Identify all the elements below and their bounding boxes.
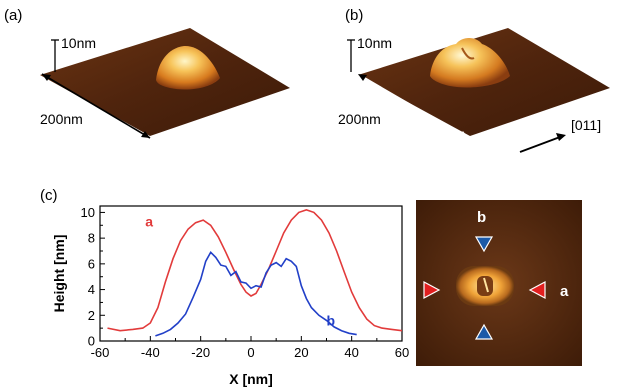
- panel-b-xy-arrowhead-start: [358, 74, 367, 81]
- inset-arrow-left: [423, 281, 441, 299]
- panel-a-zscale-label: 10nm: [61, 35, 96, 51]
- panel-a-xyscale-label: 200nm: [40, 111, 83, 127]
- panel-a-xy-arrow: [41, 73, 151, 139]
- panel-a: (a) 10nm 200nm: [4, 7, 290, 139]
- y-axis-label: Height [nm]: [51, 235, 67, 313]
- inset-label-a: a: [560, 283, 569, 300]
- panel-a-xy-arrowhead-end: [141, 131, 150, 138]
- x-tick-label: 60: [395, 345, 409, 360]
- panel-a-label: (a): [4, 7, 22, 24]
- series-label-a: a: [145, 214, 153, 230]
- x-tick-label: 0: [247, 345, 254, 360]
- panel-a-xy-arrowhead-start: [42, 74, 51, 81]
- panel-c-label: (c): [40, 187, 58, 204]
- panel-b-bump-crease: [461, 47, 475, 60]
- panel-c: (c) -60 -40 -20 0 20 40 60 0 2 4 6 8 10 X [nm] Height …: [40, 187, 409, 387]
- afm-inset: b a: [416, 200, 582, 366]
- x-tick-label: 20: [294, 345, 308, 360]
- inset-arrow-bottom: [474, 323, 494, 340]
- series-line-a: [107, 209, 403, 332]
- y-tick-label: 10: [81, 205, 95, 220]
- inset-ring-center: [477, 276, 493, 296]
- height-profile-chart: -60 -40 -20 0 20 40 60 0 2 4 6 8 10 X [nm] Height [nm]…: [51, 205, 409, 387]
- panel-a-bump: [156, 45, 220, 90]
- panel-b-zscale-label: 10nm: [357, 35, 392, 51]
- x-axis-label: X [nm]: [229, 371, 273, 387]
- inset-label-b: b: [477, 209, 486, 226]
- x-tick-label: 40: [344, 345, 358, 360]
- panel-b-xyscale-label: 200nm: [338, 111, 381, 127]
- y-tick-label: 8: [88, 231, 95, 246]
- inset-ring-highlight: [483, 277, 489, 293]
- panel-b-xy-arrowhead-end: [459, 131, 468, 138]
- y-tick-label: 2: [88, 308, 95, 323]
- direction-label: [011]: [571, 117, 601, 133]
- series-label-b: b: [327, 313, 336, 329]
- panel-b-bump: [430, 38, 510, 88]
- y-tick-label: 4: [88, 282, 95, 297]
- panel-b-label: (b): [345, 7, 363, 24]
- direction-arrowhead: [556, 133, 566, 141]
- x-tick-label: -40: [141, 345, 160, 360]
- y-tick-label: 0: [88, 334, 95, 349]
- inset-arrow-right: [528, 281, 546, 299]
- panel-b-xy-arrow: [357, 73, 469, 139]
- series-line-b: [155, 250, 357, 337]
- direction-arrow: [519, 136, 561, 153]
- inset-arrow-top: [474, 236, 494, 253]
- panel-b: (b) 10nm 200nm [011]: [338, 7, 610, 153]
- y-tick-label: 6: [88, 256, 95, 271]
- x-tick-label: -60: [91, 345, 110, 360]
- x-tick-label: -20: [191, 345, 210, 360]
